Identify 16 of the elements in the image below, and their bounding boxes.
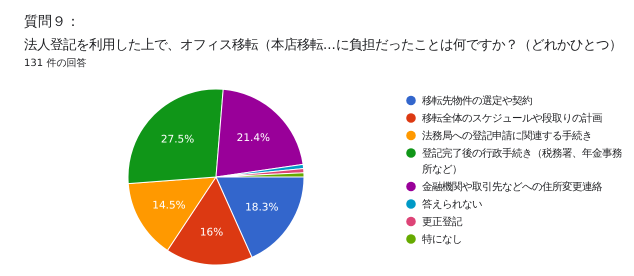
legend-label: 登記完了後の行政手続き（税務署、年金事務所など）	[422, 148, 622, 176]
legend-label: 金融機関や取引先などへの住所変更連絡	[422, 181, 602, 193]
legend-label: 移転全体のスケジュールや段取りの計画	[422, 112, 602, 124]
text: 131 件の回答	[24, 57, 86, 69]
data-label: 16%	[200, 226, 224, 238]
legend-label: 特になし	[422, 234, 462, 246]
legend-label: 答えられない	[422, 198, 482, 210]
chart-subtitle: 法人登記を利用した上で、オフィス移転（本店移転...に負担だったことは何ですか？（どれかひとつ）	[24, 37, 622, 53]
chart-title: 質問９：	[24, 14, 80, 30]
legend-label: 移転先物件の選定や契約	[422, 95, 532, 107]
data-label: 18.3%	[245, 202, 278, 214]
data-label: 21.4%	[236, 132, 270, 144]
legend-label: 更正登記	[422, 216, 462, 228]
legend-label: 法務局への登記申請に関連する手続き	[422, 130, 592, 142]
data-label: 27.5%	[160, 133, 194, 146]
data-label: 14.5%	[152, 200, 186, 212]
